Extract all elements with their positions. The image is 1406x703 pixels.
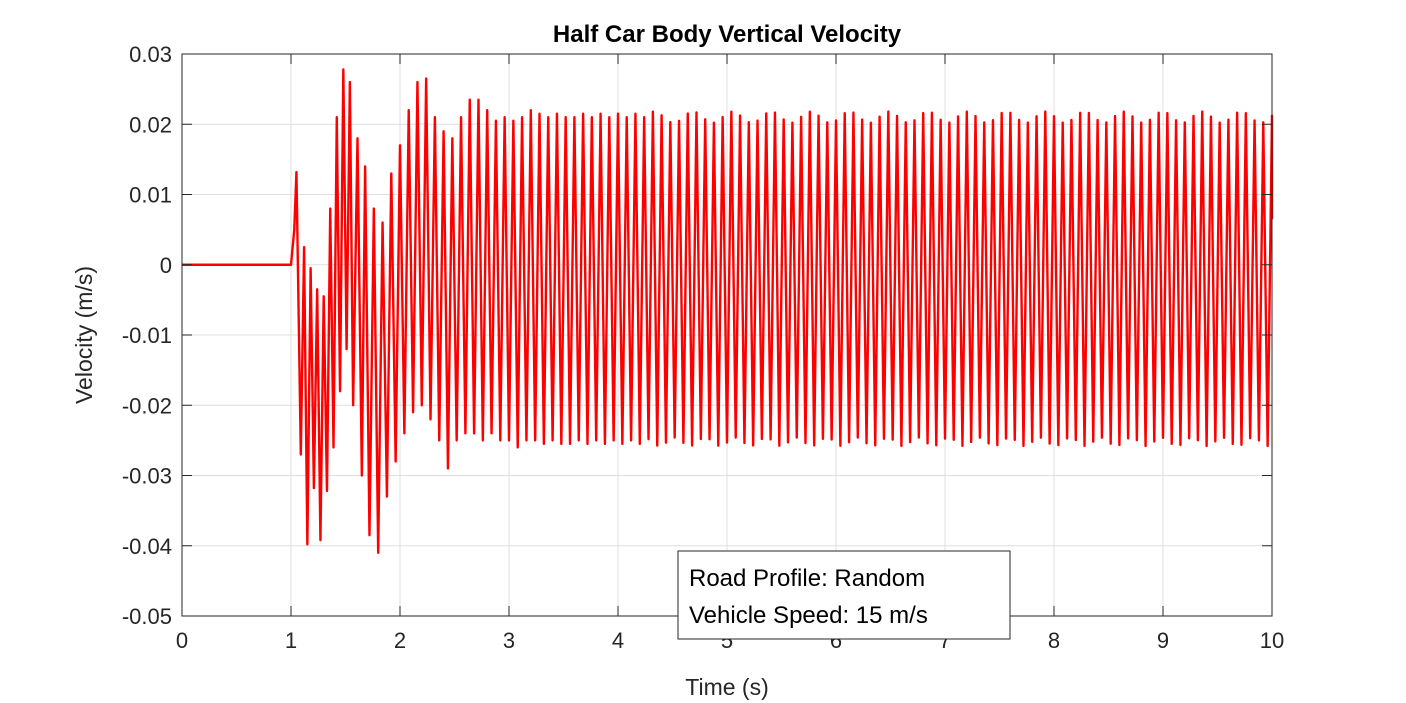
y-tick-label: -0.03 [122, 464, 172, 489]
chart-title: Half Car Body Vertical Velocity [553, 21, 902, 48]
x-tick-label: 8 [1048, 628, 1060, 653]
y-tick-label: 0.02 [129, 112, 172, 137]
x-tick-label: 0 [176, 628, 188, 653]
x-tick-label: 1 [285, 628, 297, 653]
y-axis-label: Velocity (m/s) [71, 266, 97, 404]
y-tick-label: -0.05 [122, 604, 172, 629]
y-tick-label: -0.01 [122, 323, 172, 348]
x-axis-label: Time (s) [685, 674, 768, 700]
annotation-box: Road Profile: Random Vehicle Speed: 15 m… [678, 551, 1010, 639]
x-tick-label: 10 [1260, 628, 1284, 653]
annotation-road-profile: Road Profile: Random [689, 565, 925, 592]
annotation-vehicle-speed: Vehicle Speed: 15 m/s [689, 602, 928, 629]
y-tick-label: -0.04 [122, 534, 172, 559]
y-tick-label: 0 [160, 253, 172, 278]
y-tick-label: 0.01 [129, 183, 172, 208]
x-tick-label: 4 [612, 628, 624, 653]
y-tick-label: -0.02 [122, 393, 172, 418]
x-tick-label: 3 [503, 628, 515, 653]
x-tick-label: 9 [1157, 628, 1169, 653]
y-tick-label: 0.03 [129, 42, 172, 67]
x-tick-label: 2 [394, 628, 406, 653]
